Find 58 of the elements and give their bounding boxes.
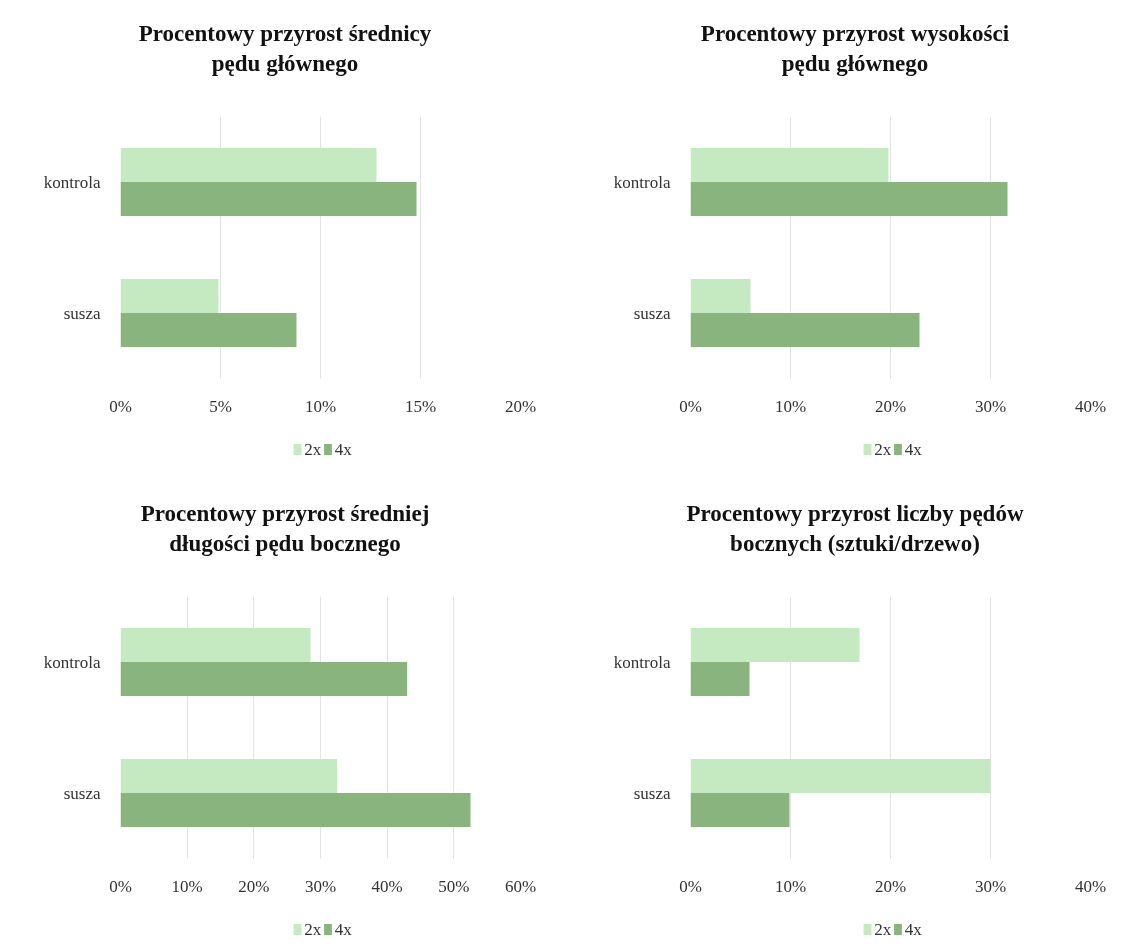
- x-tick-label: 10%: [774, 396, 807, 416]
- bar: [120, 313, 297, 348]
- y-tick-label: kontrola: [43, 172, 101, 192]
- x-tick-label: 30%: [974, 396, 1007, 416]
- y-tick-label: susza: [63, 303, 101, 323]
- x-tick-label: 0%: [109, 876, 132, 896]
- y-tick-label: kontrola: [43, 652, 101, 672]
- bar: [690, 662, 750, 697]
- chart-title: Procentowy przyrost średniej długości pędu bocznego: [140, 500, 430, 558]
- bar: [120, 278, 219, 313]
- y-tick-label: kontrola: [613, 652, 671, 672]
- x-tick-label: 30%: [974, 876, 1007, 896]
- x-tick-label: 60%: [504, 876, 537, 896]
- bar: [690, 147, 889, 182]
- legend-label: 4x: [904, 920, 923, 939]
- x-tick-label: 30%: [304, 876, 337, 896]
- legend-label: 2x: [304, 920, 322, 939]
- x-tick-label: 15%: [404, 396, 437, 416]
- bar: [690, 182, 1008, 217]
- x-tick-label: 20%: [874, 876, 907, 896]
- bar: [120, 793, 471, 828]
- bar: [690, 278, 751, 313]
- x-tick-label: 5%: [209, 396, 232, 416]
- x-tick-label: 0%: [679, 396, 702, 416]
- y-tick-label: susza: [63, 783, 101, 803]
- x-tick-label: 50%: [438, 876, 470, 896]
- x-tick-label: 40%: [371, 876, 403, 896]
- bar: [690, 758, 991, 793]
- bar: [690, 313, 920, 348]
- x-tick-label: 10%: [304, 396, 337, 416]
- chart-title: Procentowy przyrost liczby pędów bocznych (sztuki/drzewo): [686, 500, 1024, 558]
- y-tick-label: susza: [633, 303, 671, 323]
- chart-title: Procentowy przyrost średnicy pędu głównego: [138, 20, 432, 78]
- bar: [690, 793, 790, 828]
- y-tick-label: kontrola: [613, 172, 671, 192]
- bar: [120, 182, 417, 217]
- legend-label: 4x: [334, 440, 353, 459]
- x-tick-label: 40%: [1074, 396, 1107, 416]
- legend-label: 2x: [874, 440, 892, 459]
- x-tick-label: 0%: [679, 876, 702, 896]
- x-tick-label: 20%: [238, 876, 270, 896]
- bar: [120, 147, 377, 182]
- x-tick-label: 20%: [504, 396, 537, 416]
- x-tick-label: 20%: [874, 396, 907, 416]
- legend-label: 2x: [304, 440, 322, 459]
- x-tick-label: 40%: [1074, 876, 1107, 896]
- legend-label: 2x: [874, 920, 892, 939]
- legend-label: 4x: [334, 920, 353, 939]
- x-tick-label: 10%: [171, 876, 203, 896]
- y-tick-label: susza: [633, 783, 671, 803]
- bar: [120, 758, 338, 793]
- bar: [120, 627, 311, 662]
- x-tick-label: 0%: [109, 396, 132, 416]
- legend-label: 4x: [904, 440, 923, 459]
- chart-title: Procentowy przyrost wysokości pędu głównego: [700, 20, 1010, 78]
- bar: [690, 627, 860, 662]
- x-tick-label: 10%: [774, 876, 807, 896]
- bar: [120, 662, 408, 697]
